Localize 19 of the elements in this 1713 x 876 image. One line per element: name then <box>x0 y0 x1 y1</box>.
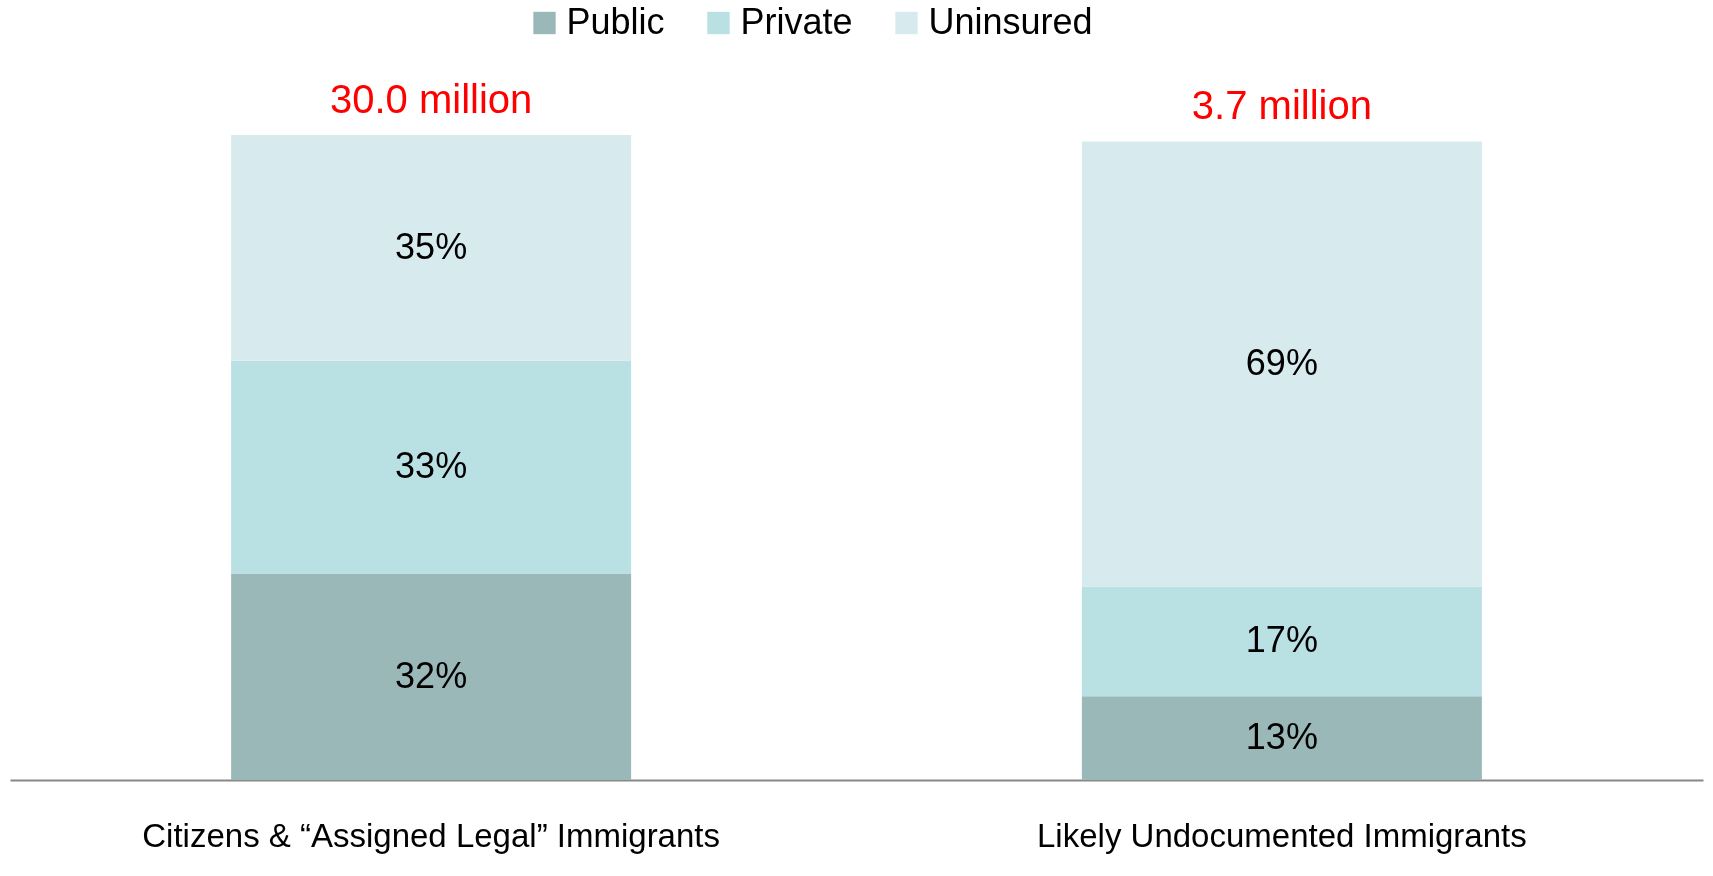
annotation: 3.7 million <box>1191 83 1372 128</box>
bar <box>1081 696 1482 780</box>
bar <box>231 135 632 361</box>
data-label: 69% <box>1245 341 1318 383</box>
bar <box>1081 586 1482 697</box>
bar <box>1081 141 1482 587</box>
data-label: 33% <box>395 445 468 487</box>
legend-label: Public <box>566 1 665 42</box>
annotation: 30.0 million <box>329 77 533 121</box>
data-label: 35% <box>395 225 468 267</box>
x-tick-label: Citizens & “Assigned Legal” Immigrants <box>142 816 720 854</box>
data-label: 17% <box>1245 619 1318 661</box>
legend-label: Private <box>740 1 853 42</box>
bar <box>231 573 632 780</box>
data-label: 13% <box>1245 716 1318 758</box>
data-label: 32% <box>395 654 468 696</box>
bar <box>231 360 632 574</box>
x-tick-label: Likely Undocumented Immigrants <box>1037 816 1527 854</box>
legend-label: Uninsured <box>928 1 1093 42</box>
